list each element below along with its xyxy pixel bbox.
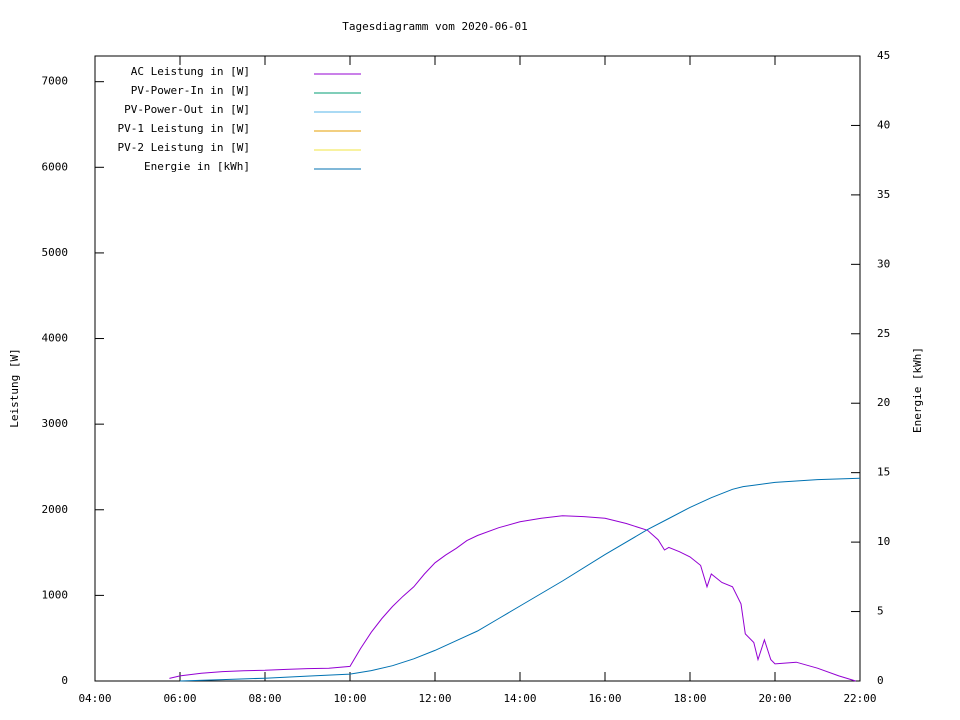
y-tick-label: 1000 — [42, 588, 69, 601]
legend-label: Energie in [kWh] — [144, 160, 250, 173]
series-line — [179, 477, 861, 682]
y2-tick-label: 10 — [877, 535, 890, 548]
plot-frame — [94, 55, 861, 682]
y2-tick-label: 0 — [877, 674, 884, 687]
y2-tick-label: 45 — [877, 49, 890, 62]
y2-tick-label: 40 — [877, 118, 890, 131]
y-tick-label: 6000 — [42, 160, 69, 173]
y-tick-label: 7000 — [42, 75, 69, 88]
x-tick-label: 20:00 — [758, 692, 791, 705]
legend-label: PV-1 Leistung in [W] — [118, 122, 250, 135]
x-tick-label: 04:00 — [78, 692, 111, 705]
chart-title: Tagesdiagramm vom 2020-06-01 — [342, 20, 527, 33]
legend-label: PV-2 Leistung in [W] — [118, 141, 250, 154]
y-tick-label: 0 — [61, 674, 68, 687]
y-tick-label: 3000 — [42, 417, 69, 430]
x-tick-label: 10:00 — [333, 692, 366, 705]
y-tick-label: 4000 — [42, 332, 69, 345]
x-tick-label: 14:00 — [503, 692, 536, 705]
x-tick-label: 12:00 — [418, 692, 451, 705]
y2-tick-label: 15 — [877, 466, 890, 479]
y2-tick-label: 35 — [877, 188, 890, 201]
y2-tick-label: 20 — [877, 396, 890, 409]
y-axis-label: Leistung [W] — [8, 348, 21, 427]
y2-tick-label: 30 — [877, 257, 890, 270]
x-tick-label: 16:00 — [588, 692, 621, 705]
x-tick-label: 06:00 — [163, 692, 196, 705]
x-tick-label: 08:00 — [248, 692, 281, 705]
y2-tick-label: 5 — [877, 605, 884, 618]
legend-label: AC Leistung in [W] — [131, 65, 250, 78]
y-tick-label: 5000 — [42, 246, 69, 259]
legend-label: PV-Power-In in [W] — [131, 84, 250, 97]
series-line — [169, 515, 856, 682]
y2-tick-label: 25 — [877, 327, 890, 340]
legend-label: PV-Power-Out in [W] — [124, 103, 250, 116]
x-tick-label: 18:00 — [673, 692, 706, 705]
y2-axis-label: Energie [kWh] — [911, 347, 924, 433]
y-tick-label: 2000 — [42, 503, 69, 516]
x-tick-label: 22:00 — [843, 692, 876, 705]
